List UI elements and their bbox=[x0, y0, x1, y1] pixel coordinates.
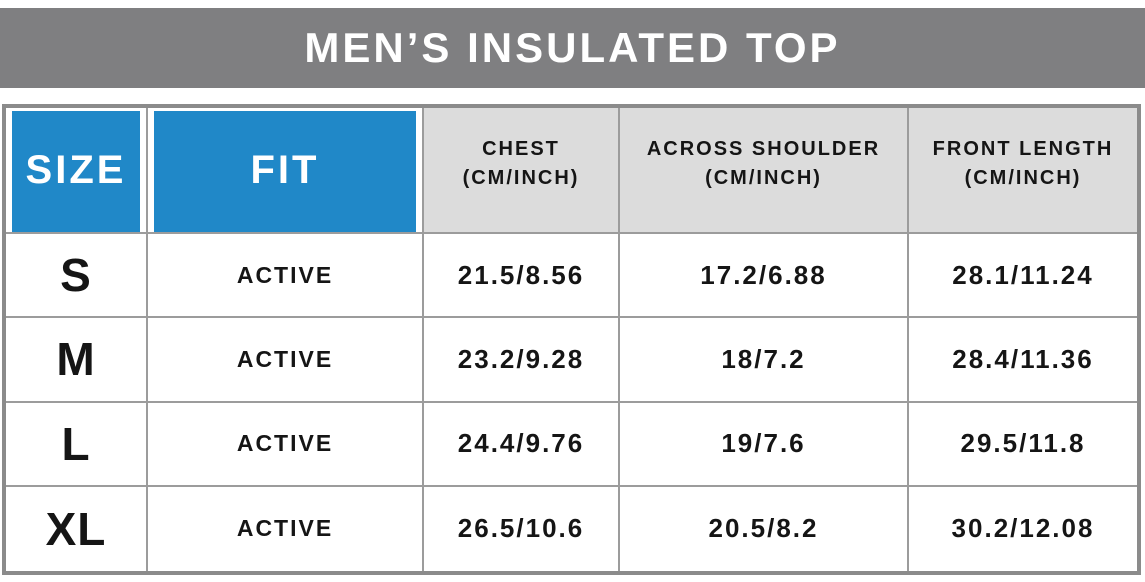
column-header-across-shoulder-label: ACROSS SHOULDER bbox=[646, 138, 881, 160]
front-length-cell: 28.1/11.24 bbox=[909, 234, 1137, 319]
size-cell: M bbox=[6, 318, 148, 403]
fit-cell: ACTIVE bbox=[148, 486, 424, 571]
page-title: MEN’S INSULATED TOP bbox=[304, 24, 841, 71]
across-shoulder-cell: 19/7.6 bbox=[620, 402, 909, 487]
fit-cell: ACTIVE bbox=[148, 402, 424, 487]
column-header-fit-label: FIT bbox=[250, 147, 320, 192]
chest-cell: 26.5/10.6 bbox=[424, 486, 620, 571]
column-header-front-length-label: FRONT LENGTH bbox=[932, 138, 1114, 160]
fit-cell: ACTIVE bbox=[148, 318, 424, 403]
column-header-size: SIZE bbox=[6, 108, 148, 234]
column-header-across-shoulder-units: (CM/INCH) bbox=[705, 167, 822, 189]
column-header-across-shoulder: ACROSS SHOULDER (CM/INCH) bbox=[620, 108, 909, 234]
front-length-cell: 30.2/12.08 bbox=[951, 513, 1095, 544]
across-shoulder-cell: 20.5/8.2 bbox=[620, 486, 909, 571]
chest-cell: 24.4/9.76 bbox=[424, 402, 620, 487]
front-length-cell: 28.4/11.36 bbox=[909, 318, 1137, 403]
column-header-size-label: SIZE bbox=[25, 147, 127, 192]
column-header-front-length-units: (CM/INCH) bbox=[964, 167, 1082, 189]
column-header-front-length: FRONT LENGTH (CM/INCH) bbox=[909, 108, 1137, 234]
column-header-chest: CHEST (CM/INCH) bbox=[424, 108, 620, 234]
across-shoulder-cell: 17.2/6.88 bbox=[620, 234, 909, 319]
column-header-fit: FIT bbox=[148, 108, 424, 234]
front-length-cell: 29.5/11.8 bbox=[909, 403, 1137, 487]
chest-cell: 21.5/8.56 bbox=[424, 234, 620, 319]
size-cell: L bbox=[6, 402, 148, 487]
column-header-chest-label: CHEST bbox=[482, 138, 560, 160]
size-cell: XL bbox=[6, 486, 148, 571]
size-cell: S bbox=[6, 234, 148, 319]
fit-cell: ACTIVE bbox=[148, 234, 424, 319]
size-chart-table: SIZE FIT CHEST (CM/INCH) ACROSS SHOULDER… bbox=[2, 104, 1141, 575]
across-shoulder-cell: 18/7.2 bbox=[620, 318, 909, 403]
column-header-chest-units: (CM/INCH) bbox=[462, 167, 580, 189]
banner: MEN’S INSULATED TOP bbox=[0, 8, 1145, 88]
chest-cell: 23.2/9.28 bbox=[424, 318, 620, 403]
